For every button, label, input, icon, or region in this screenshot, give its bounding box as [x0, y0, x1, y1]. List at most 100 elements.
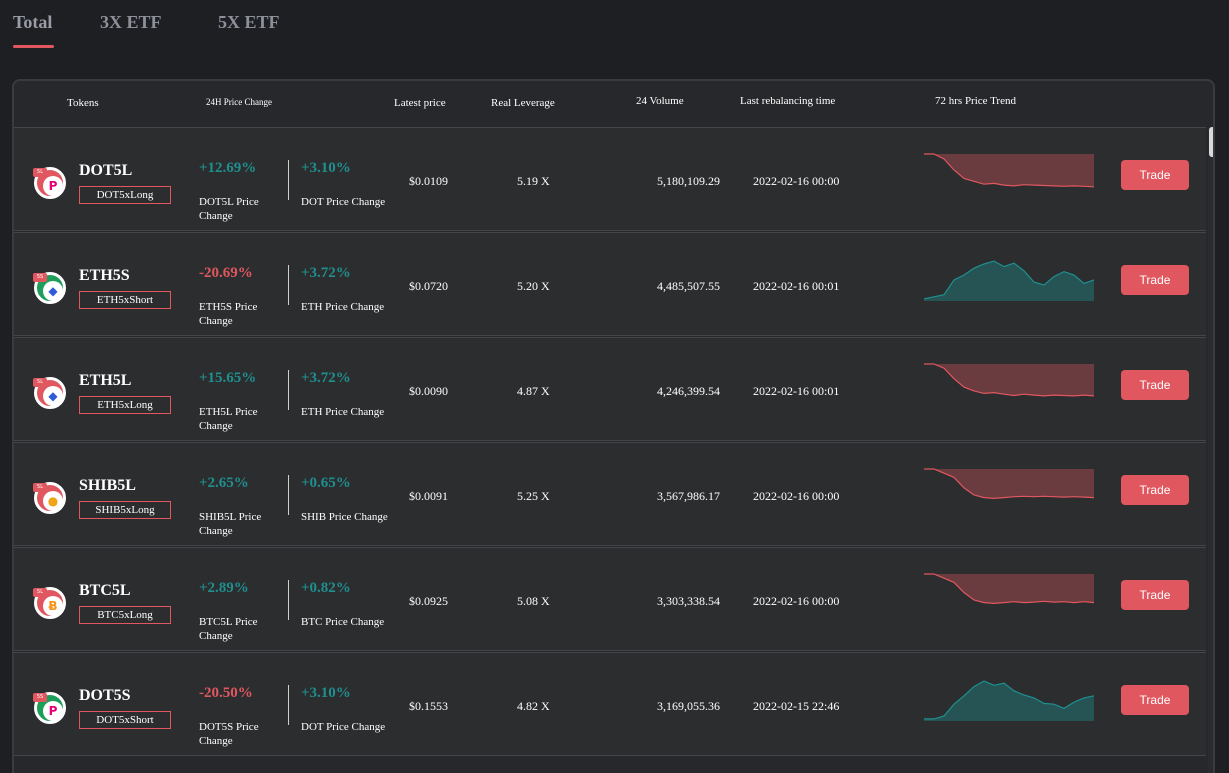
- sparkline-area: [924, 469, 1094, 499]
- change-divider: [288, 160, 289, 200]
- token-logo: ◆ 5S: [33, 272, 66, 304]
- token-symbol: ETH5L: [79, 372, 132, 389]
- sparkline-area: [924, 574, 1094, 604]
- tab-3x-etf[interactable]: 3X ETF: [100, 12, 162, 32]
- etf-table-panel: Tokens 24H Price Change Latest price Rea…: [12, 79, 1215, 773]
- rebalance-time: 2022-02-16 00:01: [753, 384, 840, 398]
- token-symbol: BTC5L: [79, 582, 131, 599]
- polkadot-icon: P: [43, 176, 63, 196]
- token-subtitle: SHIB5xLong: [79, 501, 171, 519]
- real-leverage: 5.20 X: [517, 279, 550, 293]
- sparkline-line: [924, 573, 1094, 605]
- scrollbar-thumb[interactable]: [1209, 127, 1213, 157]
- etf-tabs: Total 3X ETF 5X ETF: [0, 0, 1229, 56]
- etf-price-change: +12.69%: [199, 160, 257, 176]
- rebalance-time: 2022-02-16 00:00: [753, 594, 840, 608]
- price-trend-sparkline: [924, 260, 1094, 301]
- leverage-badge: 5L: [33, 168, 47, 177]
- table-row: ◆ 5L ETH5L ETH5xLong +15.65% ETH5L Price…: [14, 337, 1206, 441]
- token-subtitle: BTC5xLong: [79, 606, 171, 624]
- underlying-price-change-label: SHIB Price Change: [301, 511, 388, 523]
- table-row: P 5L DOT5L DOT5xLong +12.69% DOT5L Price…: [14, 127, 1206, 231]
- volume-24h: 4,246,399.54: [657, 384, 720, 398]
- change-divider: [288, 265, 289, 305]
- trade-button[interactable]: Trade: [1121, 370, 1189, 400]
- etf-price-change-label: ETH5S Price Change: [199, 301, 258, 327]
- latest-price: $0.0090: [409, 384, 448, 398]
- latest-price: $0.0720: [409, 279, 448, 293]
- leverage-badge: 5L: [33, 588, 47, 597]
- price-trend-sparkline: [924, 573, 1094, 605]
- price-trend-sparkline: [924, 468, 1094, 500]
- trade-button[interactable]: Trade: [1121, 475, 1189, 505]
- col-tokens: Tokens: [67, 97, 99, 109]
- price-trend-sparkline: [924, 363, 1094, 397]
- token-logo: ● 5L: [33, 482, 66, 514]
- polkadot-icon: P: [43, 701, 63, 721]
- underlying-price-change: +3.72%: [301, 265, 351, 281]
- table-row: ◆ 5S ETH5S ETH5xShort -20.69% ETH5S Pric…: [14, 232, 1206, 336]
- token-subtitle: DOT5xLong: [79, 186, 171, 204]
- sparkline-area: [924, 261, 1094, 301]
- leverage-badge: 5L: [33, 378, 47, 387]
- table-row: ● 5L SHIB5L SHIB5xLong +2.65% SHIB5L Pri…: [14, 442, 1206, 546]
- latest-price: $0.0091: [409, 489, 448, 503]
- sparkline-line: [924, 680, 1094, 720]
- leverage-badge: 5S: [33, 693, 47, 702]
- vertical-scrollbar[interactable]: [1208, 127, 1213, 773]
- underlying-price-change: +0.82%: [301, 580, 351, 596]
- etf-price-change: +2.65%: [199, 475, 249, 491]
- bitcoin-icon: Ƀ: [43, 596, 63, 616]
- change-divider: [288, 685, 289, 725]
- token-symbol: DOT5L: [79, 162, 133, 179]
- etf-price-change-label: DOT5L Price Change: [199, 196, 259, 222]
- rebalance-time: 2022-02-16 00:00: [753, 174, 840, 188]
- token-symbol: ETH5S: [79, 267, 130, 284]
- volume-24h: 3,169,055.36: [657, 699, 720, 713]
- sparkline-area: [924, 364, 1094, 396]
- change-divider: [288, 580, 289, 620]
- tab-5x-etf[interactable]: 5X ETF: [218, 12, 280, 32]
- trade-button[interactable]: Trade: [1121, 265, 1189, 295]
- sparkline-line: [924, 153, 1094, 188]
- table-header: Tokens 24H Price Change Latest price Rea…: [14, 81, 1213, 127]
- volume-24h: 3,567,986.17: [657, 489, 720, 503]
- token-logo: Ƀ 5L: [33, 587, 66, 619]
- etf-price-change-label: SHIB5L Price Change: [199, 511, 262, 537]
- underlying-price-change-label: DOT Price Change: [301, 721, 386, 733]
- token-subtitle: DOT5xShort: [79, 711, 171, 729]
- underlying-price-change-label: BTC Price Change: [301, 616, 385, 628]
- trade-button[interactable]: Trade: [1121, 580, 1189, 610]
- leverage-badge: 5L: [33, 483, 47, 492]
- real-leverage: 4.82 X: [517, 699, 550, 713]
- underlying-price-change: +3.10%: [301, 160, 351, 176]
- sparkline-line: [924, 363, 1094, 397]
- underlying-price-change-label: ETH Price Change: [301, 301, 385, 313]
- leverage-badge: 5S: [33, 273, 47, 282]
- trade-button[interactable]: Trade: [1121, 685, 1189, 715]
- real-leverage: 5.08 X: [517, 594, 550, 608]
- latest-price: $0.1553: [409, 699, 448, 713]
- underlying-price-change: +0.65%: [301, 475, 351, 491]
- sparkline-line: [924, 260, 1094, 300]
- shiba-inu-icon: ●: [43, 491, 63, 511]
- token-logo: P 5S: [33, 692, 66, 724]
- rebalance-time: 2022-02-15 22:46: [753, 699, 840, 713]
- active-tab-indicator: [13, 45, 54, 48]
- token-logo: ◆ 5L: [33, 377, 66, 409]
- latest-price: $0.0109: [409, 174, 448, 188]
- trade-button[interactable]: Trade: [1121, 160, 1189, 190]
- table-row: Ƀ 5L BTC5L BTC5xLong +2.89% BTC5L Price …: [14, 547, 1206, 651]
- real-leverage: 5.19 X: [517, 174, 550, 188]
- etf-price-change-label: DOT5S Price Change: [199, 721, 259, 747]
- price-trend-sparkline: [924, 153, 1094, 188]
- latest-price: $0.0925: [409, 594, 448, 608]
- etf-price-change: +2.89%: [199, 580, 249, 596]
- ethereum-icon: ◆: [43, 281, 63, 301]
- col-volume: 24 Volume: [636, 95, 684, 107]
- etf-price-change-label: ETH5L Price Change: [199, 406, 258, 432]
- underlying-price-change: +3.72%: [301, 370, 351, 386]
- real-leverage: 4.87 X: [517, 384, 550, 398]
- ethereum-icon: ◆: [43, 386, 63, 406]
- tab-total[interactable]: Total: [13, 12, 53, 32]
